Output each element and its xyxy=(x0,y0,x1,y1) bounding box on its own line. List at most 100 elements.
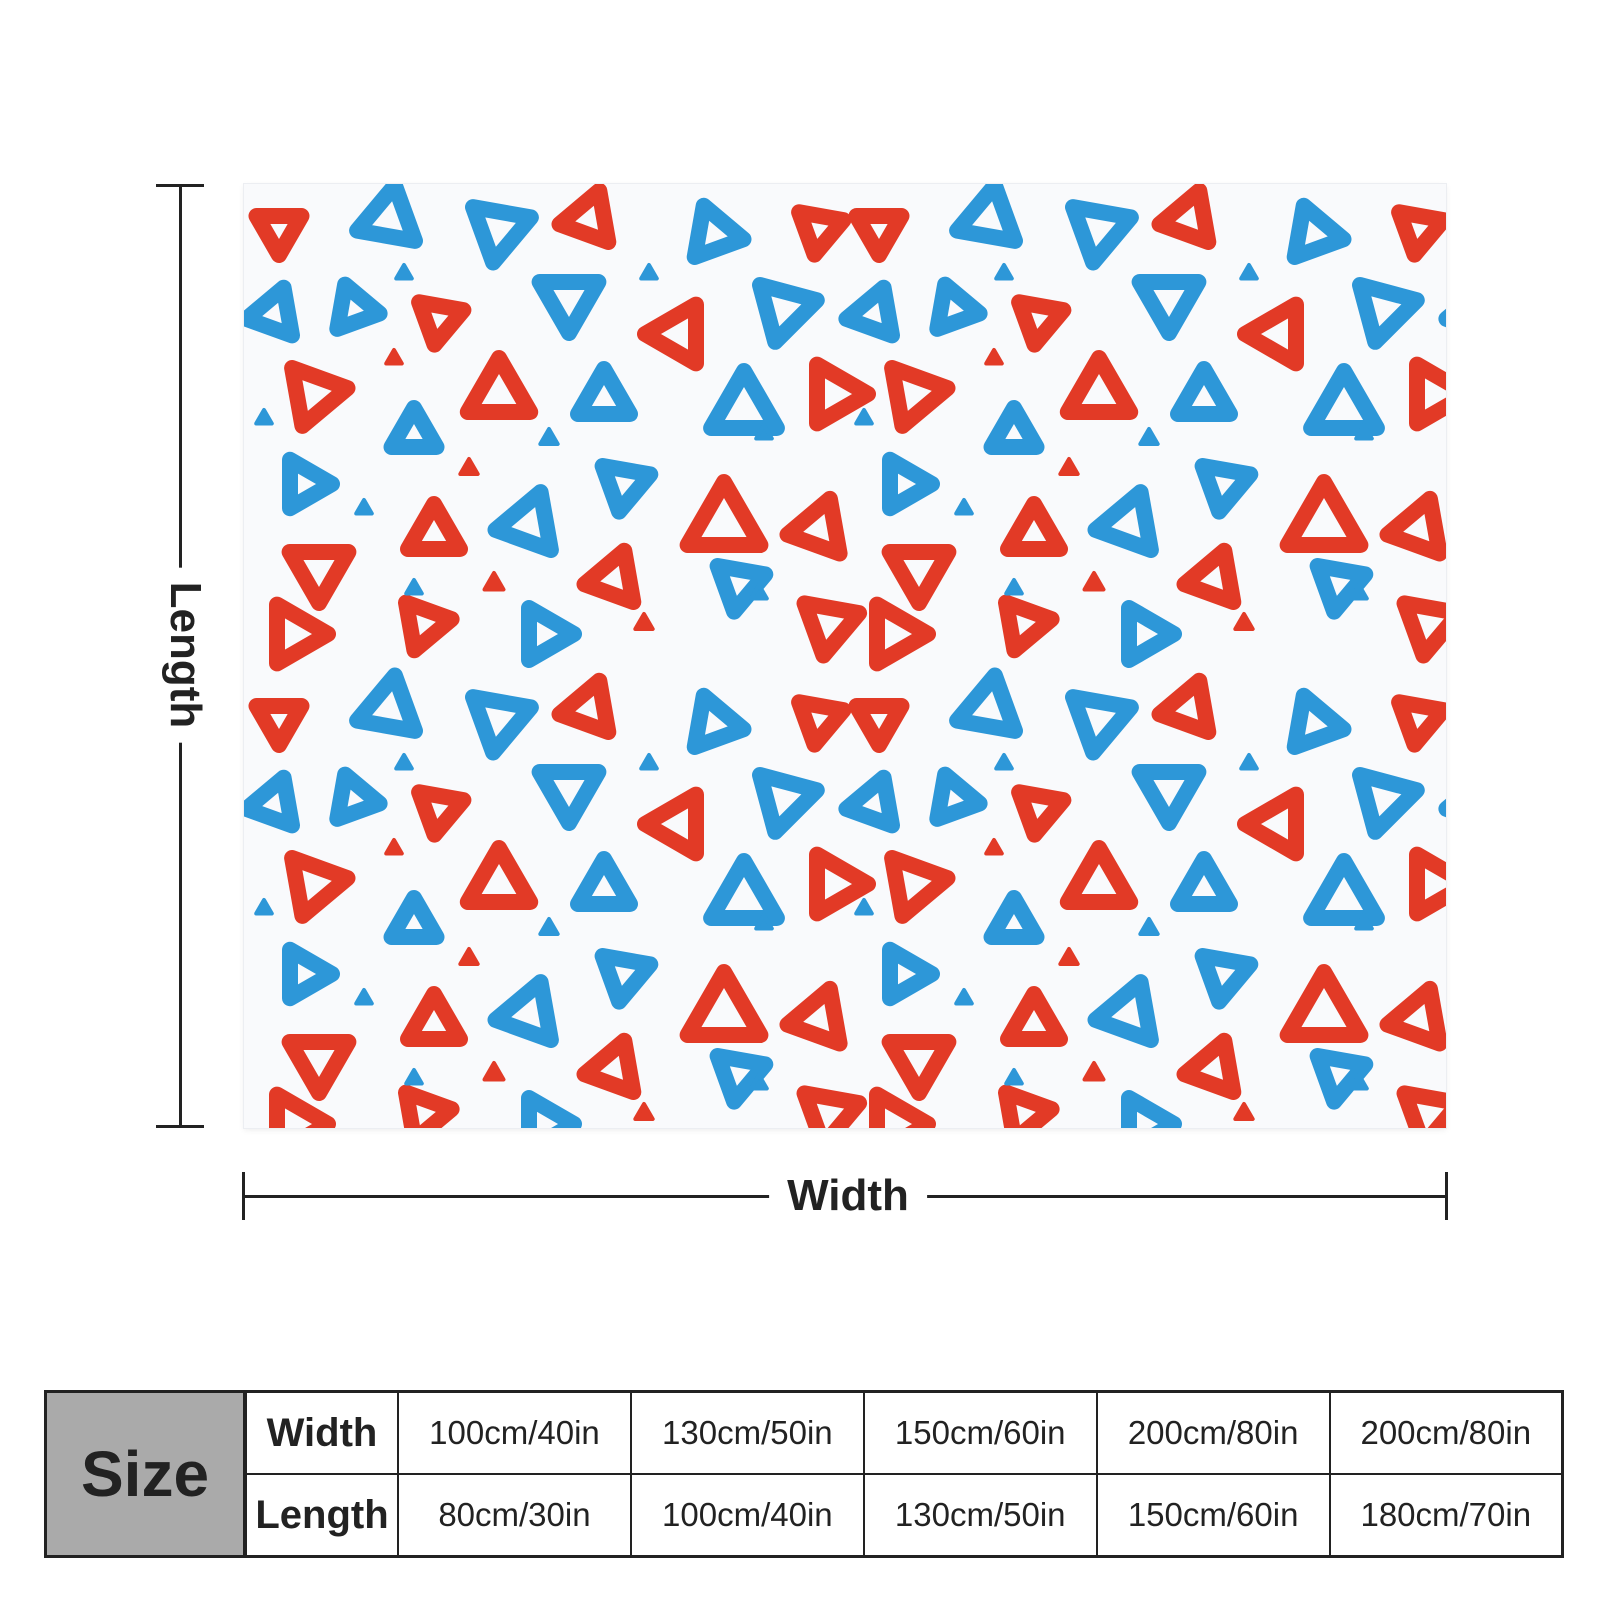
pattern-triangle xyxy=(1396,1085,1446,1128)
pattern-triangle xyxy=(531,274,607,341)
pattern-triangle xyxy=(411,294,472,353)
pattern-triangle xyxy=(1138,917,1160,936)
pattern-triangle xyxy=(281,1034,357,1101)
pattern-triangle xyxy=(465,199,539,271)
pattern-triangle xyxy=(1303,363,1385,436)
pattern-triangle xyxy=(984,838,1004,856)
pattern-triangle xyxy=(400,496,468,557)
pattern-triangle xyxy=(686,197,752,265)
length-value: 180cm/70in xyxy=(1328,1473,1564,1558)
pattern-triangle xyxy=(949,667,1023,739)
pattern-triangle xyxy=(1352,767,1425,840)
pattern-triangle xyxy=(754,913,774,931)
pattern-triangle xyxy=(384,348,404,366)
pattern-triangle xyxy=(686,687,752,755)
pattern-triangle xyxy=(703,363,785,436)
blanket-product-image xyxy=(244,184,1446,1128)
pattern-triangle xyxy=(1391,694,1446,753)
pattern-triangle xyxy=(1170,851,1238,912)
pattern-triangle xyxy=(929,276,988,337)
pattern-triangle xyxy=(1303,853,1385,926)
width-value: 200cm/80in xyxy=(1328,1390,1564,1475)
pattern-triangle xyxy=(1194,948,1259,1010)
pattern-triangle xyxy=(1354,423,1374,441)
pattern-triangle xyxy=(881,1034,957,1101)
pattern-triangle xyxy=(1309,558,1374,620)
length-value: 130cm/50in xyxy=(862,1473,1098,1558)
pattern-triangle xyxy=(1286,687,1352,755)
pattern-triangle xyxy=(869,1086,936,1128)
size-table-row-length: Length 80cm/30in 100cm/40in 130cm/50in 1… xyxy=(46,1473,1564,1558)
pattern-triangle xyxy=(838,279,900,344)
pattern-triangle xyxy=(882,451,940,517)
pattern-triangle xyxy=(1286,197,1352,265)
triangle-pattern xyxy=(244,184,1446,1128)
pattern-triangle xyxy=(1279,964,1369,1043)
pattern-triangle xyxy=(998,594,1060,659)
pattern-triangle xyxy=(1239,753,1259,771)
pattern-triangle xyxy=(329,766,388,827)
pattern-triangle xyxy=(404,1068,424,1086)
pattern-triangle xyxy=(639,753,659,771)
pattern-triangle xyxy=(248,208,310,263)
pattern-triangle xyxy=(1349,583,1369,601)
pattern-triangle xyxy=(482,1061,506,1082)
pattern-triangle xyxy=(779,980,848,1052)
pattern-triangle xyxy=(384,838,404,856)
pattern-triangle xyxy=(551,672,617,740)
pattern-triangle xyxy=(244,279,300,344)
pattern-triangle xyxy=(1409,356,1446,432)
pattern-triangle xyxy=(284,850,356,924)
pattern-triangle xyxy=(1000,496,1068,557)
pattern-triangle xyxy=(1391,204,1446,263)
pattern-triangle xyxy=(1138,427,1160,446)
pattern-triangle xyxy=(383,890,445,945)
pattern-triangle xyxy=(354,498,374,516)
length-value: 150cm/60in xyxy=(1095,1473,1331,1558)
pattern-triangle xyxy=(954,988,974,1006)
pattern-triangle xyxy=(465,689,539,761)
length-label: Length xyxy=(161,567,210,743)
pattern-triangle xyxy=(284,360,356,434)
pattern-triangle xyxy=(709,1048,774,1110)
pattern-triangle xyxy=(244,769,300,834)
pattern-triangle xyxy=(282,451,340,517)
pattern-triangle xyxy=(281,544,357,611)
pattern-triangle xyxy=(809,356,876,432)
pattern-triangle xyxy=(1000,986,1068,1047)
pattern-triangle xyxy=(998,1084,1060,1128)
pattern-triangle xyxy=(594,458,659,520)
pattern-triangle xyxy=(398,594,460,659)
pattern-triangle xyxy=(796,595,868,664)
pattern-triangle xyxy=(531,764,607,831)
pattern-triangle xyxy=(884,360,956,434)
pattern-triangle xyxy=(881,544,957,611)
pattern-triangle xyxy=(1237,296,1304,372)
pattern-triangle xyxy=(354,988,374,1006)
pattern-triangle xyxy=(1409,846,1446,922)
pattern-triangle xyxy=(984,348,1004,366)
pattern-triangle xyxy=(869,596,936,672)
pattern-triangle xyxy=(994,753,1014,771)
pattern-triangle xyxy=(400,986,468,1047)
pattern-triangle xyxy=(487,974,559,1048)
pattern-triangle xyxy=(633,1102,655,1121)
width-value: 200cm/80in xyxy=(1095,1390,1331,1475)
pattern-triangle xyxy=(749,583,769,601)
pattern-triangle xyxy=(459,840,539,910)
pattern-triangle xyxy=(349,667,423,739)
pattern-triangle xyxy=(329,276,388,337)
pattern-triangle xyxy=(633,612,655,631)
pattern-triangle xyxy=(1151,184,1217,250)
pattern-triangle xyxy=(1194,458,1259,520)
pattern-triangle xyxy=(983,400,1045,455)
pattern-triangle xyxy=(394,753,414,771)
pattern-triangle xyxy=(1237,786,1304,862)
pattern-triangle xyxy=(459,350,539,420)
pattern-triangle xyxy=(1059,840,1139,910)
pattern-triangle xyxy=(1349,1073,1369,1091)
pattern-triangle xyxy=(570,361,638,422)
pattern-triangle xyxy=(538,917,560,936)
pattern-triangle xyxy=(983,890,1045,945)
pattern-triangle xyxy=(248,698,310,753)
